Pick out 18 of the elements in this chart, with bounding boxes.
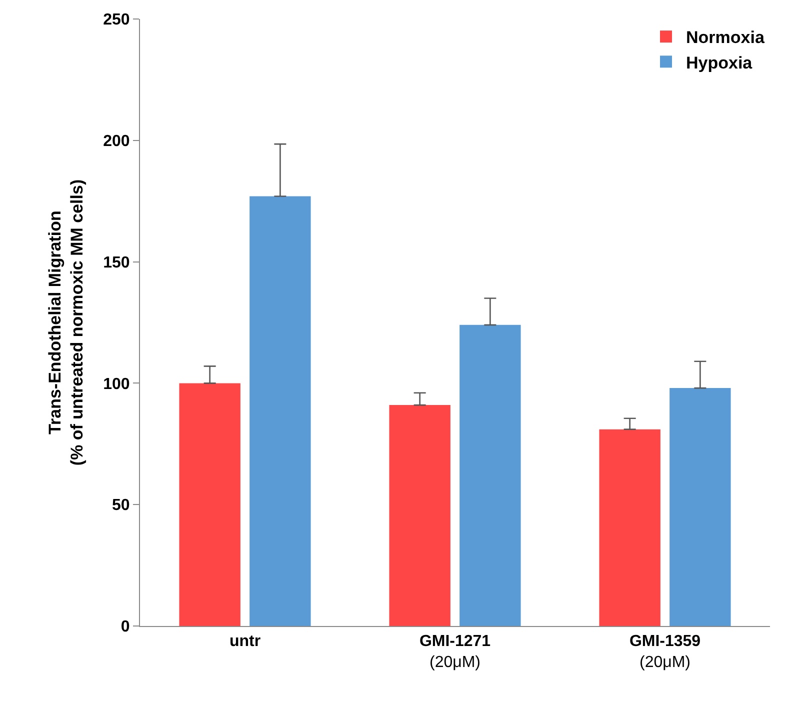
legend-label: Normoxia xyxy=(686,28,765,48)
y-tick-label: 200 xyxy=(103,133,130,150)
x-tick-label: untr xyxy=(229,633,261,650)
x-tick-label: GMI-1359 (20μM) xyxy=(629,633,701,671)
bar xyxy=(179,383,240,626)
y-tick-label: 150 xyxy=(103,254,130,272)
y-tick-label: 250 xyxy=(103,12,130,29)
y-tick-label: 50 xyxy=(112,497,130,514)
x-tick-label: GMI-1271 (20μM) xyxy=(419,633,491,671)
bar xyxy=(670,388,731,626)
y-tick-label: 100 xyxy=(103,376,130,393)
bar xyxy=(599,429,660,626)
legend-label: Hypoxia xyxy=(686,53,753,72)
y-tick-label: 0 xyxy=(120,618,130,636)
bar xyxy=(250,196,311,626)
bar xyxy=(460,324,521,626)
bar xyxy=(389,405,450,626)
y-axis-title: Trans-Endothelial Migration (% of untreated normoxic MM cells) xyxy=(46,179,87,466)
